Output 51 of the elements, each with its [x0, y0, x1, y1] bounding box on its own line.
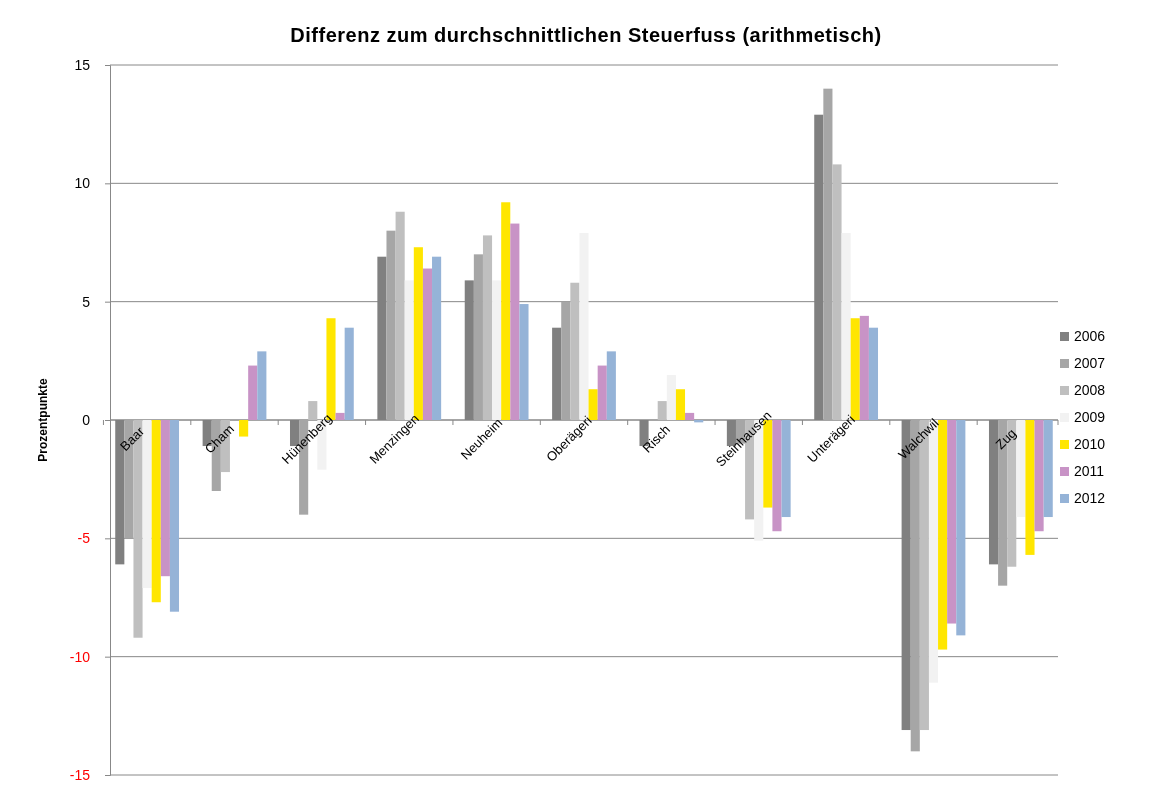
- bar: [257, 351, 267, 420]
- legend-label: 2012: [1074, 490, 1106, 506]
- bar: [657, 401, 667, 420]
- y-tick-label: 5: [82, 293, 91, 310]
- y-axis-title: Prozentpunkte: [36, 378, 50, 462]
- bar: [501, 202, 511, 420]
- bar: [432, 256, 442, 420]
- bar: [473, 254, 483, 420]
- bar: [1016, 420, 1026, 518]
- legend-label: 2007: [1074, 355, 1106, 371]
- y-tick-label: -5: [77, 530, 91, 547]
- y-tick-label: 15: [74, 56, 91, 73]
- bar: [666, 375, 676, 420]
- bar: [142, 420, 152, 589]
- bar: [160, 420, 170, 577]
- y-tick-label: -15: [69, 766, 91, 783]
- bar: [344, 327, 354, 420]
- bar: [606, 351, 616, 420]
- bar: [868, 327, 879, 420]
- bar: [335, 412, 345, 420]
- bar: [675, 389, 686, 420]
- bar: [151, 420, 161, 603]
- bar: [519, 304, 529, 420]
- bar: [685, 412, 695, 420]
- bar: [1043, 420, 1053, 518]
- bar: [239, 420, 249, 437]
- bar: [597, 365, 607, 420]
- bar: [956, 420, 966, 636]
- legend-label: 2006: [1074, 328, 1106, 344]
- bar: [938, 420, 948, 650]
- legend-label: 2009: [1074, 409, 1106, 425]
- bar: [169, 420, 180, 612]
- chart-title: Differenz zum durchschnittlichen Steuerfuss (arithmetisch): [290, 24, 882, 46]
- bar: [510, 223, 520, 420]
- bar: [947, 420, 957, 624]
- bar: [422, 268, 433, 420]
- bar: [859, 315, 869, 420]
- legend-label: 2010: [1074, 436, 1106, 452]
- legend-label: 2008: [1074, 382, 1106, 398]
- legend-label: 2011: [1074, 463, 1105, 479]
- bar: [1034, 420, 1044, 532]
- y-tick-label: 0: [82, 411, 91, 428]
- bar: [772, 420, 782, 532]
- bar: [482, 235, 493, 420]
- bar: [1025, 420, 1035, 555]
- y-tick-label: 10: [74, 175, 91, 192]
- bar: [781, 420, 791, 518]
- y-tick-label: -10: [69, 648, 91, 665]
- x-tick-label: Zug: [992, 425, 1020, 453]
- bar: [248, 365, 258, 420]
- bar: [492, 280, 502, 420]
